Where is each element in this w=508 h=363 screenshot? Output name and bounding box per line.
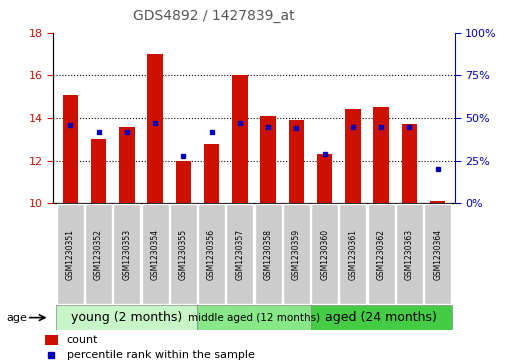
Text: GSM1230362: GSM1230362: [376, 229, 386, 280]
Text: GDS4892 / 1427839_at: GDS4892 / 1427839_at: [133, 9, 294, 23]
FancyBboxPatch shape: [310, 305, 452, 330]
Bar: [430, 201, 446, 203]
Bar: [204, 143, 219, 203]
Text: percentile rank within the sample: percentile rank within the sample: [67, 350, 255, 360]
FancyBboxPatch shape: [339, 204, 366, 304]
Bar: [147, 54, 163, 203]
Text: middle aged (12 months): middle aged (12 months): [188, 313, 320, 323]
Bar: [373, 107, 389, 203]
Bar: [119, 127, 135, 203]
Text: GSM1230353: GSM1230353: [122, 229, 132, 280]
FancyBboxPatch shape: [368, 204, 395, 304]
Text: GSM1230358: GSM1230358: [264, 229, 273, 280]
Text: aged (24 months): aged (24 months): [325, 311, 437, 324]
Text: GSM1230356: GSM1230356: [207, 229, 216, 280]
Bar: [176, 160, 191, 203]
Bar: [317, 154, 332, 203]
Text: count: count: [67, 335, 98, 345]
Bar: [345, 110, 361, 203]
Text: GSM1230363: GSM1230363: [405, 229, 414, 280]
Text: GSM1230364: GSM1230364: [433, 229, 442, 280]
Text: GSM1230354: GSM1230354: [150, 229, 160, 280]
Text: age: age: [6, 313, 27, 323]
FancyBboxPatch shape: [142, 204, 169, 304]
FancyBboxPatch shape: [57, 204, 84, 304]
Text: GSM1230361: GSM1230361: [348, 229, 358, 280]
Bar: [45, 335, 58, 345]
FancyBboxPatch shape: [170, 204, 197, 304]
FancyBboxPatch shape: [283, 204, 310, 304]
FancyBboxPatch shape: [113, 204, 140, 304]
FancyBboxPatch shape: [85, 204, 112, 304]
Bar: [289, 120, 304, 203]
Text: young (2 months): young (2 months): [71, 311, 182, 324]
FancyBboxPatch shape: [226, 204, 253, 304]
Text: GSM1230357: GSM1230357: [235, 229, 244, 280]
Bar: [402, 125, 417, 203]
Bar: [232, 75, 247, 203]
FancyBboxPatch shape: [198, 305, 310, 330]
FancyBboxPatch shape: [198, 204, 225, 304]
Text: GSM1230352: GSM1230352: [94, 229, 103, 280]
Bar: [261, 116, 276, 203]
FancyBboxPatch shape: [396, 204, 423, 304]
Text: GSM1230355: GSM1230355: [179, 229, 188, 280]
FancyBboxPatch shape: [56, 305, 198, 330]
Bar: [62, 94, 78, 203]
FancyBboxPatch shape: [311, 204, 338, 304]
Text: GSM1230360: GSM1230360: [320, 229, 329, 280]
FancyBboxPatch shape: [255, 204, 282, 304]
Bar: [91, 139, 106, 203]
Text: GSM1230351: GSM1230351: [66, 229, 75, 280]
Text: GSM1230359: GSM1230359: [292, 229, 301, 280]
FancyBboxPatch shape: [424, 204, 451, 304]
